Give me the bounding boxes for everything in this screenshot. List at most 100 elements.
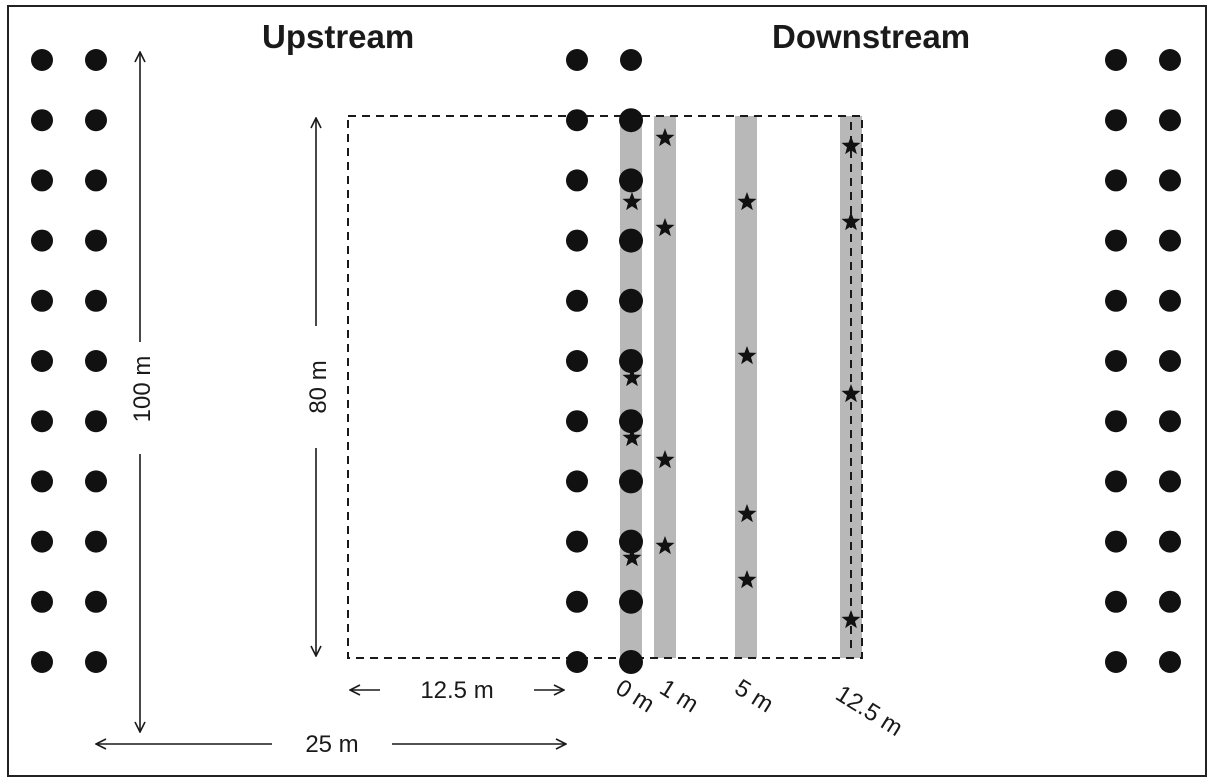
tree-dot [566,289,588,312]
tree-dot [619,168,643,193]
tree-dot [1105,289,1127,312]
tree-dot [1159,169,1181,192]
tree-dot [1159,229,1181,252]
tree-dot [31,530,53,553]
tree-dot [619,409,643,434]
tree-dot [1159,289,1181,312]
tree-dot [1159,530,1181,553]
tree-dot [566,350,588,372]
sample-star-0m [622,428,642,447]
tree-dot [31,109,53,132]
tree-dot [31,229,53,252]
tree-dot [1105,109,1127,132]
tree-dot [31,590,53,613]
tree-dot [566,590,588,613]
tree-dot [31,350,53,372]
sample-star-1m [655,536,675,555]
tree-dot [31,169,53,192]
tree-dot [1105,651,1127,673]
tree-dot [1105,350,1127,372]
tree-dot [619,469,643,494]
tree-dot [31,410,53,433]
tree-dot [1105,49,1127,71]
tree-dot [566,169,588,192]
upstream-heading: Upstream [262,18,414,55]
tree-dot [1105,530,1127,553]
sample-star-1m [655,218,675,237]
tree-dot [1105,470,1127,493]
tree-dot [85,289,107,312]
sample-star-12-5m [841,384,861,403]
tree-dot [1159,350,1181,372]
transect-label-0m: 0 m [611,674,659,718]
tree-dot [566,229,588,252]
tree-dot [85,109,107,132]
transect-label-12-5m: 12.5 m [831,680,908,742]
tree-dot [566,49,588,71]
transect-bands [620,116,862,658]
tree-dot [85,49,107,71]
sample-star-0m [622,368,642,387]
tree-dot [1105,410,1127,433]
tree-dot [31,289,53,312]
tree-dot [619,589,643,614]
sample-stars [622,128,861,629]
tree-dot [31,470,53,493]
tree-dot [85,350,107,372]
downstream-heading: Downstream [772,18,970,55]
tree-dot [619,288,643,313]
sample-star-12-5m [841,212,861,231]
tree-dot [1105,590,1127,613]
tree-dot [85,651,107,673]
tree-dot [1105,229,1127,252]
tree-dot [85,530,107,553]
sample-star-0m [622,192,642,211]
tree-dot [85,229,107,252]
sample-star-1m [655,128,675,147]
tree-dot [85,470,107,493]
tree-dot [31,651,53,673]
dimension-arrows [96,52,566,744]
transect-label-1m: 1 m [655,674,703,718]
tree-dot [566,470,588,493]
tree-dot [619,650,643,674]
tree-dot [85,169,107,192]
tree-dots [31,49,1181,674]
tree-dot [619,529,643,554]
sample-star-5m [737,570,757,589]
tree-dot [566,651,588,673]
figure-frame [7,5,1207,777]
tree-dot [31,49,53,71]
plot-width-label: 25 m [305,731,358,758]
tree-dot [1159,49,1181,71]
study-area-outline [347,115,863,659]
transect-band-5m [735,116,757,658]
sample-star-5m [737,504,757,523]
transect-label-5m: 5 m [730,674,778,718]
sample-star-0m [622,548,642,567]
tree-dot [1105,169,1127,192]
transect-band-0m [620,116,642,658]
tree-dot [566,410,588,433]
tree-dot [85,590,107,613]
tree-dot [1159,651,1181,673]
tree-dot [619,349,643,373]
tree-dot [85,410,107,433]
tree-dot [620,49,642,71]
tree-dot [1159,410,1181,433]
transect-band-1m [654,116,676,658]
tree-dot [1159,470,1181,493]
tree-dot [566,530,588,553]
tree-dot [1159,109,1181,132]
plot-height-label: 100 m [129,356,156,423]
tree-dot [619,228,643,253]
sample-star-12-5m [841,136,861,155]
tree-dot [1159,590,1181,613]
gap-width-label: 12.5 m [420,677,493,704]
tree-dot [619,108,643,133]
sample-star-1m [655,450,675,469]
sample-star-5m [737,346,757,365]
study-height-label: 80 m [305,360,332,413]
